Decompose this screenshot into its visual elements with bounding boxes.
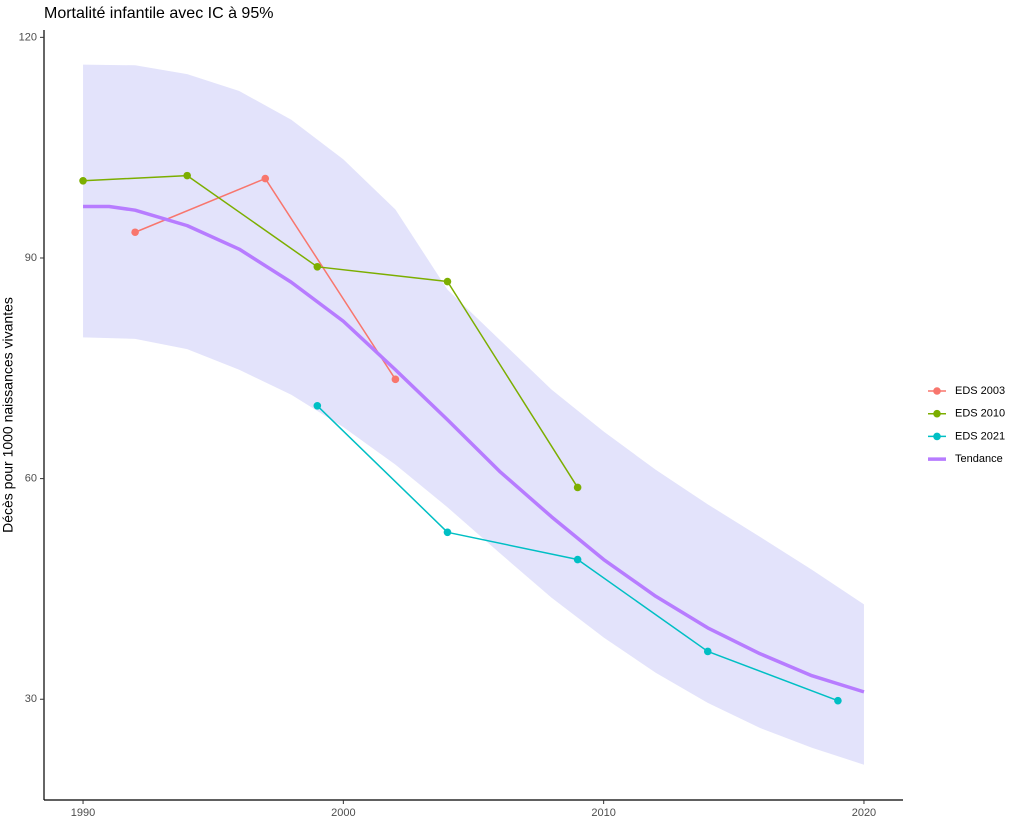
x-tick-label: 1990 [71,807,95,819]
data-point [391,375,400,384]
data-point [131,228,139,237]
chart-title: Mortalité infantile avec IC à 95% [44,5,273,22]
x-tick-label: 2010 [591,807,615,819]
data-point [261,174,270,183]
confidence-band [83,64,864,765]
x-tick-label: 2000 [331,807,355,819]
data-point [573,483,582,492]
y-tick-label: 60 [25,473,37,485]
data-point [313,402,322,410]
legend-marker [933,387,941,395]
legend-label: EDS 2003 [955,385,1005,397]
data-point [443,528,452,537]
legend-marker [933,409,941,418]
data-point [79,176,87,185]
legend-marker [933,432,941,441]
legend-label: EDS 2021 [955,430,1005,442]
y-tick-label: 30 [25,693,37,705]
legend-label: Tendance [955,453,1003,465]
y-tick-label: 90 [25,252,37,264]
data-point [313,263,322,271]
data-point [443,277,452,286]
series-line [83,204,865,694]
data-point [834,696,842,705]
y-axis-title: Décès pour 1000 naissances vivantes [0,297,16,533]
legend-label: EDS 2010 [955,408,1005,420]
data-point [573,555,582,564]
data-point [703,647,712,656]
y-tick-label: 120 [19,31,37,43]
x-tick-label: 2020 [852,807,876,819]
data-point [183,171,191,180]
